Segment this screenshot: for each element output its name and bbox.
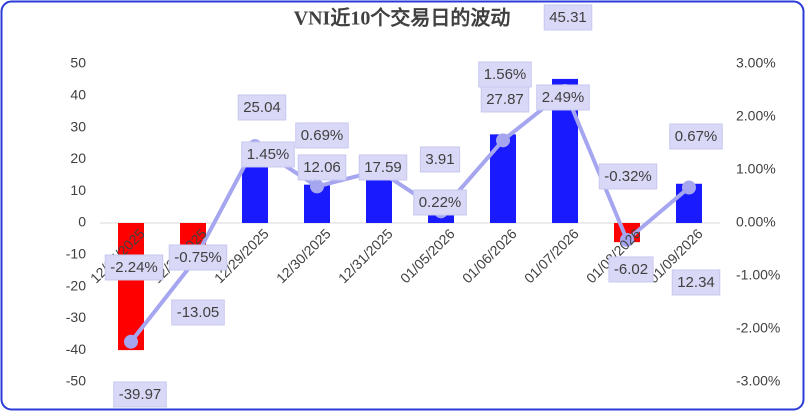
line — [129, 87, 691, 343]
data-label-text: 25.04 — [243, 99, 281, 116]
data-label-text: 1.45% — [247, 146, 290, 163]
data-label-text: 3.91 — [425, 151, 454, 168]
y-tick-label: 50 — [70, 55, 86, 71]
line-point — [124, 334, 138, 349]
data-label-text: -6.02 — [614, 261, 648, 278]
y2-tick-label: 1.00% — [736, 161, 776, 177]
data-label: -0.32% — [598, 163, 658, 190]
line-point — [496, 133, 510, 148]
line-point — [310, 179, 324, 194]
data-label: -2.24% — [104, 254, 164, 281]
data-label: 2.49% — [536, 84, 590, 111]
data-label-text: -0.75% — [174, 249, 222, 266]
data-label: 12.34 — [671, 269, 721, 296]
data-label: -39.97 — [113, 381, 167, 408]
data-label-box — [536, 84, 590, 111]
data-label-text: -39.97 — [119, 386, 162, 403]
data-label-box — [168, 244, 228, 271]
data-label-box — [478, 61, 532, 88]
data-label-box — [358, 154, 408, 181]
data-label-box — [671, 269, 721, 296]
y-tick-label: 0 — [78, 214, 86, 230]
data-label-box — [543, 4, 593, 31]
chart-title: VNI近10个交易日的波动 — [294, 6, 511, 30]
data-label-box — [241, 141, 295, 168]
data-label: -0.75% — [168, 244, 228, 271]
data-label: 25.04 — [237, 94, 287, 121]
line-point — [682, 180, 696, 195]
data-label-text: 27.87 — [486, 91, 524, 108]
y-tick-label: 40 — [70, 87, 86, 103]
y2-tick-label: -1.00% — [736, 267, 780, 283]
data-label: 12.06 — [297, 154, 347, 181]
data-label: 1.45% — [241, 141, 295, 168]
y-tick-label: -10 — [66, 246, 86, 262]
data-label: 27.87 — [480, 86, 530, 113]
data-label-text: 12.34 — [677, 274, 715, 291]
y-tick-label: -50 — [66, 373, 86, 389]
y2-tick-label: 0.00% — [736, 214, 776, 230]
data-label: -13.05 — [171, 299, 225, 326]
data-label-box — [297, 154, 347, 181]
data-label-box — [608, 256, 654, 283]
data-label-box — [104, 254, 164, 281]
data-label-text: 2.49% — [542, 89, 585, 106]
y-tick-label: -20 — [66, 277, 86, 293]
data-label-text: 45.31 — [549, 9, 587, 26]
data-label-text: -2.24% — [110, 259, 158, 276]
data-label-box — [480, 86, 530, 113]
data-label: -6.02 — [608, 256, 654, 283]
y2-tick-label: 3.00% — [736, 55, 776, 71]
data-label-box — [598, 163, 658, 190]
data-label-text: -0.32% — [604, 168, 652, 185]
bar — [490, 134, 516, 223]
y2-tick-label: -3.00% — [736, 373, 780, 389]
y-tick-label: -30 — [66, 309, 86, 325]
data-label-box — [413, 189, 467, 216]
data-label: 1.56% — [478, 61, 532, 88]
data-label-box — [237, 94, 287, 121]
data-label-text: 12.06 — [303, 159, 341, 176]
y2-tick-label: -2.00% — [736, 320, 780, 336]
data-label: 45.31 — [543, 4, 593, 31]
data-label-text: 0.67% — [675, 128, 718, 145]
y2-tick-label: 2.00% — [736, 108, 776, 124]
data-label-box — [669, 123, 723, 150]
y-tick-label: 20 — [70, 150, 86, 166]
data-label: 3.91 — [419, 146, 461, 173]
data-label: 0.69% — [295, 122, 349, 149]
data-label: 0.67% — [669, 123, 723, 150]
data-label-box — [419, 146, 461, 173]
data-label-box — [295, 122, 349, 149]
y-tick-label: 10 — [70, 182, 86, 198]
data-label-text: 0.22% — [419, 194, 462, 211]
data-label: 0.22% — [413, 189, 467, 216]
y-tick-label: -40 — [66, 341, 86, 357]
data-label-box — [171, 299, 225, 326]
data-label-text: 1.56% — [484, 66, 527, 83]
data-label: 17.59 — [358, 154, 408, 181]
data-label-text: 0.69% — [301, 127, 344, 144]
y-tick-label: 30 — [70, 118, 86, 134]
data-label-text: 17.59 — [364, 159, 402, 176]
data-label-text: -13.05 — [177, 304, 220, 321]
data-label-box — [113, 381, 167, 408]
line-point — [620, 232, 634, 247]
